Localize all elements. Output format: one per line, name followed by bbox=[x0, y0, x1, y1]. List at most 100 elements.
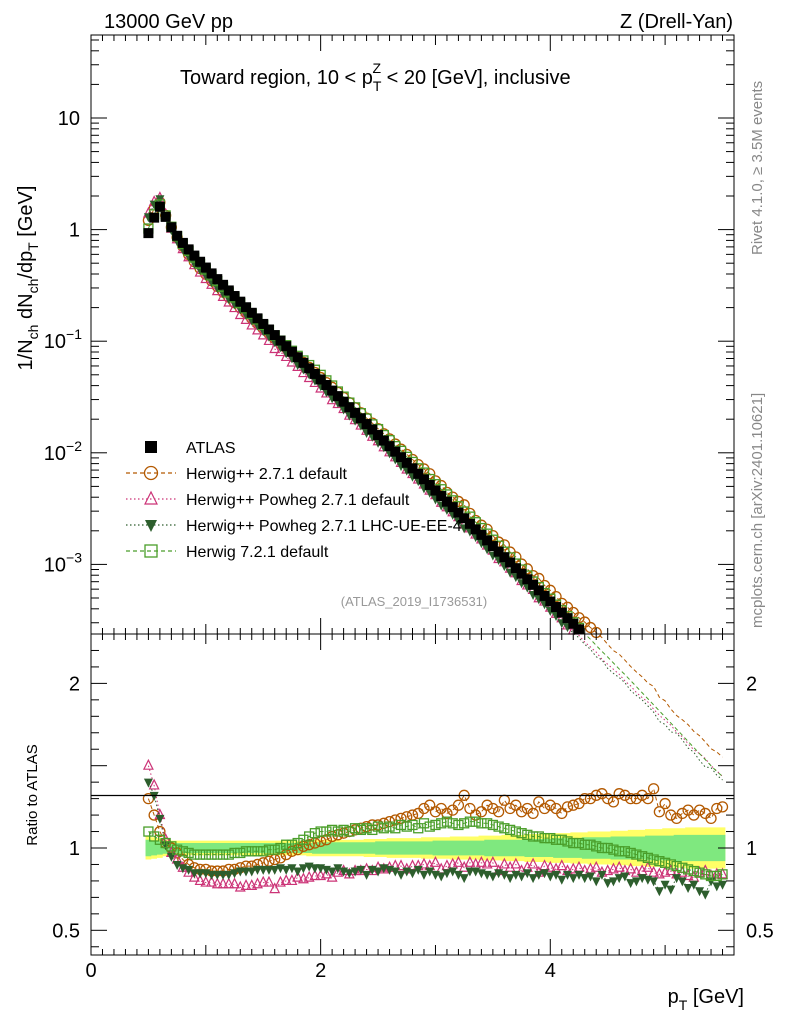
ratio-point bbox=[545, 832, 556, 844]
ratio-point bbox=[695, 887, 705, 897]
atlas-point bbox=[533, 585, 544, 596]
atlas-point bbox=[183, 244, 194, 255]
ratio-point bbox=[660, 880, 670, 890]
ratio-point bbox=[481, 799, 493, 811]
ratio-point bbox=[659, 797, 671, 810]
ratio-point bbox=[286, 839, 298, 850]
ratio-point bbox=[556, 807, 568, 820]
atlas-point bbox=[499, 552, 510, 563]
atlas-point bbox=[505, 557, 516, 568]
ratio-point bbox=[539, 832, 550, 844]
atlas-point bbox=[447, 502, 458, 513]
ratio-point bbox=[665, 809, 677, 821]
atlas-point bbox=[154, 201, 165, 212]
ratio-point bbox=[155, 814, 165, 824]
ratio-point bbox=[597, 870, 607, 880]
ratio-point bbox=[700, 869, 711, 880]
atlas-point bbox=[321, 380, 332, 391]
y-tick-label: 10−1 bbox=[44, 326, 82, 353]
ratio-point bbox=[286, 845, 298, 857]
ratio-point bbox=[142, 758, 154, 770]
ratio-point bbox=[718, 880, 728, 890]
legend-item-1: Herwig++ 2.7.1 default bbox=[126, 465, 348, 483]
atlas-point bbox=[556, 607, 567, 618]
ratio-point bbox=[448, 867, 458, 877]
ratio-tick-label-right: 2 bbox=[746, 673, 757, 695]
ratio-point bbox=[516, 828, 527, 839]
ratio-point bbox=[556, 859, 568, 871]
ratio-point bbox=[711, 867, 723, 879]
ratio-point bbox=[567, 799, 579, 811]
ratio-point bbox=[390, 823, 401, 834]
ratio-point bbox=[143, 778, 153, 788]
ratio-point bbox=[544, 860, 556, 872]
ratio-point bbox=[602, 842, 613, 854]
ratio-point bbox=[263, 875, 275, 887]
ratio-point bbox=[207, 870, 217, 880]
atlas-point bbox=[149, 212, 160, 223]
atlas-point bbox=[528, 579, 539, 590]
ratio-point bbox=[367, 824, 378, 836]
atlas-point bbox=[453, 507, 464, 518]
legend-marker bbox=[145, 441, 157, 453]
ratio-point bbox=[177, 846, 189, 857]
ratio-point bbox=[590, 860, 602, 872]
ratio-point bbox=[504, 824, 516, 836]
ratio-point bbox=[281, 839, 292, 850]
ratio-point bbox=[711, 802, 723, 815]
ratio-point bbox=[517, 872, 527, 882]
atlas-point bbox=[487, 541, 498, 552]
ratio-series-3 bbox=[143, 816, 728, 882]
ratio-point bbox=[693, 804, 706, 816]
header-right: Z (Drell-Yan) bbox=[620, 11, 733, 33]
ratio-point bbox=[235, 867, 245, 877]
atlas-point bbox=[281, 341, 292, 352]
legend-item-0: ATLAS bbox=[145, 440, 236, 457]
ratio-point bbox=[579, 792, 591, 805]
ratio-point bbox=[424, 821, 435, 832]
ratio-tick-label-right: 0.5 bbox=[746, 920, 774, 942]
atlas-point bbox=[172, 230, 183, 241]
ratio-point bbox=[200, 875, 212, 887]
ratio-point bbox=[671, 860, 682, 872]
ratio-point bbox=[212, 870, 222, 880]
ratio-point bbox=[527, 831, 539, 842]
atlas-point bbox=[373, 430, 384, 441]
ratio-point bbox=[332, 826, 344, 837]
atlas-series bbox=[143, 201, 584, 635]
ratio-point bbox=[206, 849, 217, 860]
ratio-point bbox=[533, 831, 544, 842]
ratio-point bbox=[315, 826, 326, 837]
ratio-point bbox=[418, 857, 430, 869]
atlas-point bbox=[338, 396, 349, 407]
atlas-point bbox=[413, 468, 424, 479]
ratio-point bbox=[183, 847, 194, 859]
atlas-point bbox=[562, 613, 573, 624]
x-axis-label: pT [GeV] bbox=[668, 986, 744, 1013]
ratio-point bbox=[252, 865, 262, 875]
atlas-point bbox=[545, 596, 556, 607]
legend-label: Herwig 7.2.1 default bbox=[186, 544, 329, 561]
atlas-point bbox=[516, 568, 527, 579]
ratio-plot-data bbox=[142, 758, 729, 900]
ratio-point bbox=[419, 870, 429, 880]
ratio-point bbox=[429, 806, 442, 818]
ratio-point bbox=[160, 837, 171, 849]
ratio-point bbox=[493, 821, 504, 832]
ratio-point bbox=[275, 842, 286, 854]
ratio-point bbox=[436, 872, 446, 882]
svg-text:pT [GeV]: pT [GeV] bbox=[668, 986, 744, 1013]
ratio-point bbox=[189, 869, 199, 879]
atlas-point bbox=[160, 211, 171, 222]
ratio-point bbox=[217, 849, 229, 860]
legend-marker bbox=[143, 465, 159, 481]
legend-marker bbox=[145, 520, 157, 532]
ratio-point bbox=[447, 818, 458, 829]
ratio-point bbox=[361, 823, 372, 834]
atlas-point bbox=[424, 479, 435, 490]
ratio-point bbox=[224, 870, 234, 880]
ratio-point bbox=[476, 818, 487, 829]
legend-label: Herwig++ Powheg 2.7.1 LHC-UE-EE-4 bbox=[186, 518, 462, 535]
main-point bbox=[269, 342, 281, 354]
ratio-point bbox=[298, 864, 308, 874]
